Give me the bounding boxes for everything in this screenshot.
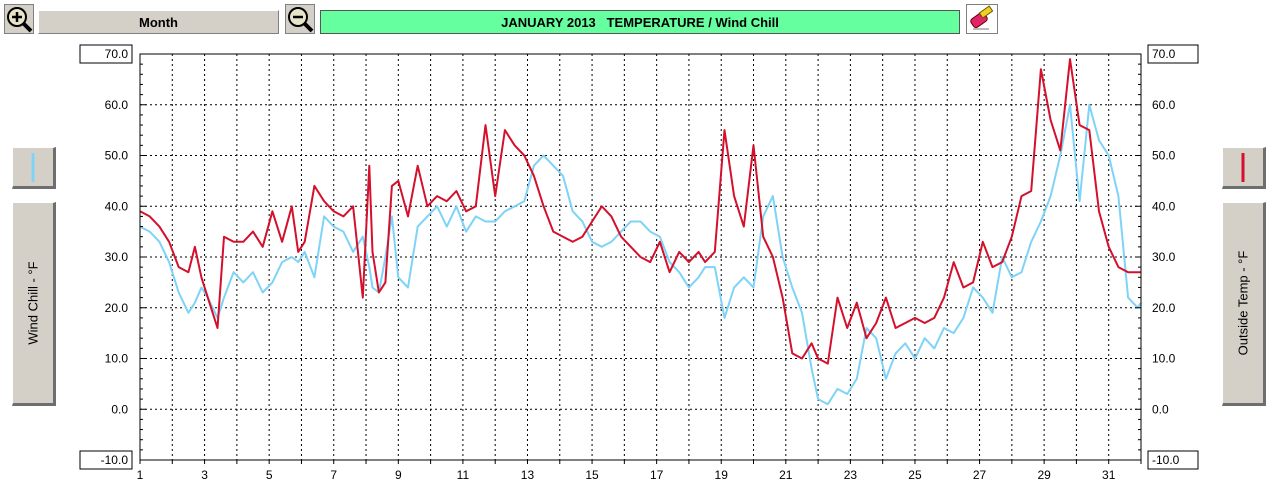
left-y-tick-label: 60.0: [105, 98, 129, 112]
right-y-tick-label: 40.0: [1152, 199, 1176, 213]
eraser-tool-button[interactable]: [966, 4, 998, 34]
left-y-tick-label: -10.0: [101, 453, 129, 467]
wind-chill-series-line: [139, 103, 1142, 406]
x-tick-label: 27: [973, 468, 987, 482]
zoom-out-icon: [288, 7, 314, 33]
outside-temp-series-line: [139, 58, 1141, 365]
x-tick-label: 15: [585, 468, 599, 482]
x-tick-label: 23: [844, 468, 858, 482]
x-tick-label: 17: [650, 468, 664, 482]
right-y-tick-label: 30.0: [1152, 250, 1176, 264]
chart-title: JANUARY 2013 TEMPERATURE / Wind Chill: [501, 14, 779, 30]
zoom-in-icon: [7, 7, 33, 33]
x-tick-label: 1: [137, 468, 144, 482]
outside-temp-axis-button[interactable]: Outside Temp - °F: [1222, 202, 1266, 406]
x-tick-labels: 1 3 5 7 9 11 13 15 17 19 21 23 25 27 29 31: [137, 468, 1116, 482]
wind-chill-swatch-icon: [31, 153, 35, 182]
right-y-tick-label: -10.0: [1152, 453, 1180, 467]
left-y-tick-label: 40.0: [105, 199, 129, 213]
right-y-tick-label: 10.0: [1152, 352, 1176, 366]
x-tick-label: 25: [908, 468, 922, 482]
zoom-in-button[interactable]: [4, 4, 34, 34]
outside-temp-legend-swatch[interactable]: [1222, 147, 1266, 189]
x-tick-label: 29: [1037, 468, 1051, 482]
left-y-tick-label: 10.0: [105, 352, 129, 366]
eraser-pencil-icon: [970, 5, 994, 30]
right-y-label-box: [1147, 44, 1199, 64]
right-y-tick-label: 50.0: [1152, 149, 1176, 163]
chart-series: [139, 58, 1142, 406]
left-y-label-box: [79, 44, 133, 64]
wind-chill-legend-swatch[interactable]: [12, 147, 56, 189]
outside-temp-swatch-icon: [1241, 153, 1245, 182]
left-y-label-box: [79, 450, 133, 470]
right-y-tick-label: 0.0: [1152, 402, 1169, 416]
left-y-tick-label: 20.0: [105, 301, 129, 315]
x-tick-label: 19: [715, 468, 729, 482]
left-y-tick-label: 30.0: [105, 250, 129, 264]
x-tick-label: 5: [266, 468, 273, 482]
period-button[interactable]: Month: [38, 10, 279, 34]
period-label: Month: [139, 14, 178, 30]
right-y-label-box: [1147, 450, 1199, 470]
left-y-tick-label: 0.0: [111, 402, 128, 416]
x-tick-label: 31: [1102, 468, 1116, 482]
y-tick-labels: 70.0 70.0 60.0 60.0 50.0 50.0 40.0 40.0 30.0 30.0…: [79, 44, 1199, 470]
right-y-tick-label: 70.0: [1152, 47, 1176, 61]
x-tick-label: 9: [395, 468, 402, 482]
right-y-tick-label: 60.0: [1152, 98, 1176, 112]
x-tick-label: 11: [457, 468, 470, 482]
x-tick-label: 3: [201, 468, 208, 482]
left-y-tick-label: 70.0: [105, 47, 129, 61]
x-tick-label: 21: [779, 468, 793, 482]
x-tick-label: 13: [521, 468, 535, 482]
right-y-tick-label: 20.0: [1152, 301, 1176, 315]
chart-frame: [139, 53, 1142, 464]
chart-title-bar: JANUARY 2013 TEMPERATURE / Wind Chill: [320, 10, 960, 34]
x-tick-label: 7: [330, 468, 337, 482]
left-y-tick-label: 50.0: [105, 149, 129, 163]
wind-chill-axis-button[interactable]: Wind Chill - °F: [12, 202, 56, 406]
zoom-out-button[interactable]: [285, 4, 315, 34]
